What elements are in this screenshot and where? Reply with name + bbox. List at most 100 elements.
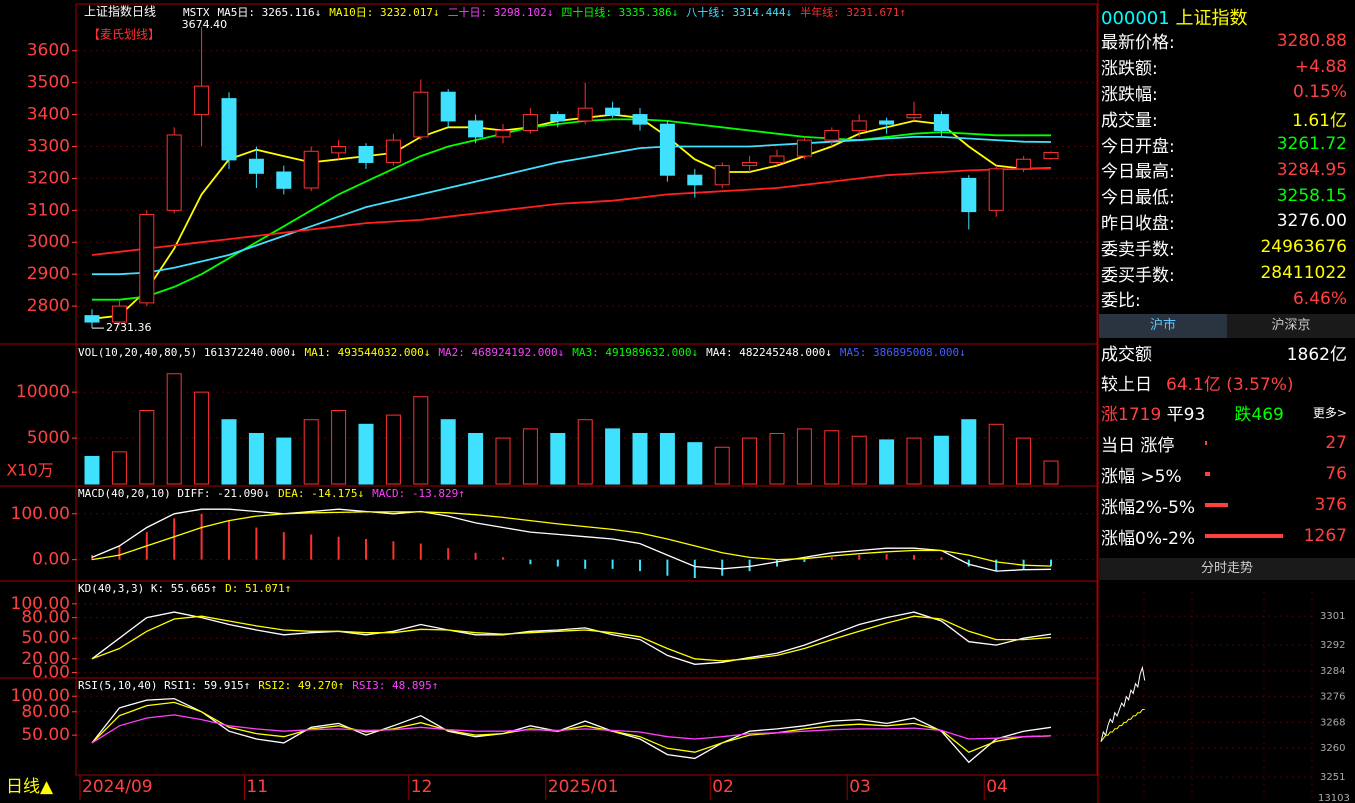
x-tick-label: 12 xyxy=(411,777,433,797)
candle-body xyxy=(303,150,319,189)
x-tick-label: 03 xyxy=(849,777,871,797)
legend-item: D: 51.071↑ xyxy=(225,582,292,595)
plot-frame xyxy=(75,3,1098,776)
candle-body xyxy=(522,114,538,132)
legend-item: RSI(5,10,40) RSI1: 59.915↑ xyxy=(78,679,251,692)
tab[interactable]: 沪深京 xyxy=(1227,313,1355,338)
value: 3280.88 xyxy=(1276,30,1347,51)
candle-body xyxy=(824,130,840,141)
volume-bar xyxy=(933,435,949,485)
value: 64.1亿 (3.57%) xyxy=(1166,375,1294,396)
legend-item: MACD: -13.829↑ xyxy=(372,487,465,500)
legend-item: MA4: 482245248.000↓ xyxy=(706,346,832,359)
value: 27 xyxy=(1325,433,1347,454)
more[interactable]: 更多> xyxy=(1312,406,1347,421)
y-tick-label: 50.00 xyxy=(21,628,70,648)
label: 委买手数: xyxy=(1101,265,1175,286)
volume-bar xyxy=(111,451,127,485)
candle-body xyxy=(276,171,292,189)
volume-bar xyxy=(331,410,347,485)
candle-body xyxy=(194,85,210,116)
label: 涨跌幅: xyxy=(1101,84,1158,105)
candle-body xyxy=(659,123,675,176)
y-tick-label: 80.00 xyxy=(21,608,70,628)
vol-legend: VOL(10,20,40,80,5) 161372240.000↓ MA1: 49… xyxy=(78,346,974,359)
stat-bar xyxy=(1205,440,1207,445)
y-tick-label: 80.00 xyxy=(21,702,70,722)
candle-body xyxy=(851,120,867,132)
legend-item: 半年线: 3231.671↑ xyxy=(800,6,906,19)
volume-bar xyxy=(166,373,182,485)
label: 成交量: xyxy=(1101,110,1158,131)
volume-bar xyxy=(139,410,155,485)
line xyxy=(91,511,1052,567)
volume-bar xyxy=(84,455,100,485)
row: 较上日 64.1亿 (3.57%) xyxy=(1099,368,1355,398)
label: 委比: xyxy=(1101,291,1141,312)
y-tick-label: 3500 xyxy=(27,73,70,93)
legend-item: MA10日: 3232.017↓ xyxy=(329,6,440,19)
value: 24963676 xyxy=(1260,237,1347,258)
candle-body xyxy=(714,165,730,186)
label: 最新价格: xyxy=(1101,33,1175,54)
volume-bar xyxy=(605,428,621,485)
down-count: 跌469 xyxy=(1234,405,1284,426)
kd-legend: KD(40,3,3) K: 55.665↑ D: 51.071↑ xyxy=(78,582,299,595)
volume-bar xyxy=(796,428,812,485)
legend-item: 二十日: 3298.102↓ xyxy=(447,6,554,19)
volume-bar xyxy=(221,419,237,485)
tab[interactable]: 沪市 xyxy=(1099,313,1227,338)
value: 28411022 xyxy=(1260,263,1347,284)
volume-bar xyxy=(522,428,538,485)
stat-bar xyxy=(1205,502,1229,507)
volume-bar xyxy=(194,391,210,485)
value: 6.46% xyxy=(1292,288,1347,309)
candle-body xyxy=(1043,152,1059,160)
candle-body xyxy=(906,114,922,119)
y-tick-label: 3301 xyxy=(1320,611,1345,622)
legend-item: RSI3: 48.895↑ xyxy=(352,679,439,692)
candle-body xyxy=(139,213,155,304)
value: 76 xyxy=(1325,464,1347,485)
y-tick-label: 3276 xyxy=(1320,692,1345,703)
volume-bar xyxy=(550,432,566,485)
legend-item: VOL(10,20,40,80,5) 161372240.000↓ xyxy=(78,346,297,359)
candle-body xyxy=(111,305,127,323)
quote-row: 今日最低: 3258.15 xyxy=(1099,183,1355,209)
volume-bar xyxy=(961,419,977,485)
volume-bar xyxy=(577,419,593,485)
volume-bar xyxy=(879,439,895,485)
y-tick-label: 3251 xyxy=(1320,772,1345,783)
x-tick-label: 2024/09 xyxy=(82,777,153,797)
candle-body xyxy=(632,114,648,125)
line xyxy=(91,714,1052,744)
volume-bar xyxy=(276,437,292,485)
row: 成交额 1862亿 xyxy=(1099,338,1355,368)
volume-bar xyxy=(714,446,730,485)
candle-body xyxy=(468,120,484,138)
quote-row: 委比: 6.46% xyxy=(1099,286,1355,312)
label: 今日最低: xyxy=(1101,188,1175,209)
stat-row: 涨幅 >5% 76 xyxy=(1099,459,1355,490)
volume-bar xyxy=(468,432,484,485)
candle-body xyxy=(166,134,182,211)
stat-row: 涨幅0%-2% 1267 xyxy=(1099,521,1355,552)
quote-row: 今日最高: 3284.95 xyxy=(1099,157,1355,183)
legend-item: MSTX xyxy=(183,6,210,19)
avg-line xyxy=(1100,709,1145,742)
stat-row: 当日 涨停 27 xyxy=(1099,428,1355,459)
tag: 【麦氏划线】 xyxy=(88,28,160,42)
quote-rows: 最新价格: 3280.88 涨跌额: +4.88 涨跌幅: 0.15% 成交量: 1.61亿今… xyxy=(1099,28,1355,312)
candle-body xyxy=(221,98,237,161)
x-tick-label: 04 xyxy=(986,777,1008,797)
macd-legend: MACD(40,20,10) DIFF: -21.090↓ DEA: -14.17… xyxy=(78,487,473,500)
row: 涨1719 平93 跌469 更多> xyxy=(1099,398,1355,428)
y-tick-label: 3400 xyxy=(27,105,70,125)
x-tick-label: 02 xyxy=(712,777,734,797)
rsi-legend: RSI(5,10,40) RSI1: 59.915↑ RSI2: 49.270↑ R… xyxy=(78,679,446,692)
value: 376 xyxy=(1314,495,1347,516)
volume-bar xyxy=(824,430,840,485)
label: 今日开盘: xyxy=(1101,136,1175,157)
stats: 当日 涨停 27 涨幅 >5% 76 涨幅2%-5% 376 涨幅0%-2% 1267 xyxy=(1099,428,1355,552)
